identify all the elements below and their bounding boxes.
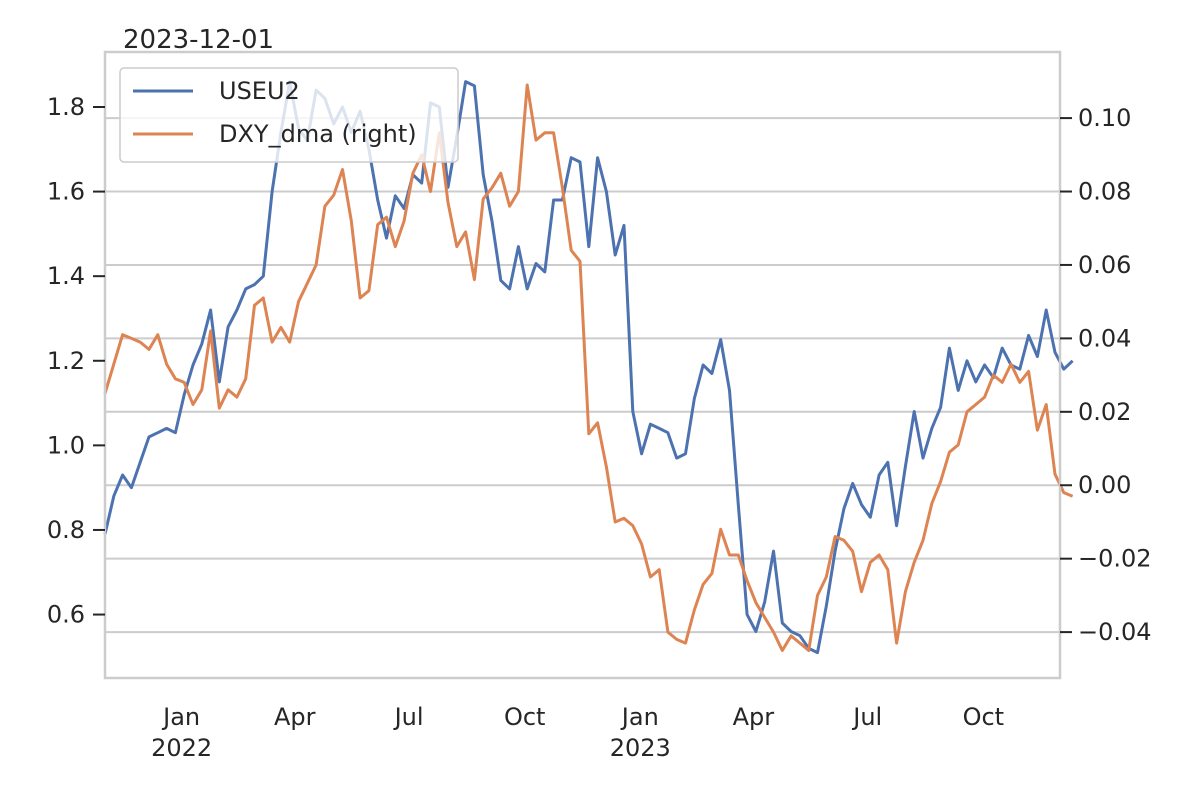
- left-tick-label: 0.6: [47, 601, 85, 629]
- x-tick-label: Oct: [504, 703, 546, 731]
- x-tick-label: Oct: [963, 703, 1005, 731]
- x-tick-label: Jul: [393, 703, 424, 731]
- left-tick-label: 1.6: [47, 178, 85, 206]
- right-tick-label: 0.02: [1078, 398, 1131, 426]
- right-tick-label: −0.04: [1078, 618, 1152, 646]
- x-tick-year-label: 2023: [610, 734, 671, 762]
- left-tick-label: 1.2: [47, 347, 85, 375]
- left-axis-ticks: 0.6 0.8 1.0 1.2 1.4 1.6 1.8: [47, 93, 105, 629]
- right-axis-ticks: −0.04 −0.02 0.00 0.02 0.04 0.06 0.08 0.10: [1060, 104, 1152, 646]
- plot-frame: [103, 50, 1062, 680]
- right-tick-label: 0.10: [1078, 104, 1131, 132]
- left-tick-label: 1.0: [47, 431, 85, 459]
- x-axis-ticks: Jan 2022 Apr Jul Oct Jan 2023 Apr Jul Oct: [151, 703, 1004, 762]
- right-tick-label: 0.08: [1078, 178, 1131, 206]
- x-tick-year-label: 2022: [151, 734, 212, 762]
- right-tick-label: 0.06: [1078, 251, 1131, 279]
- legend-box: [119, 67, 459, 163]
- right-tick-label: 0.00: [1078, 471, 1131, 499]
- chart-title: 2023-12-01: [123, 25, 274, 55]
- series-line-dxy-dma: [103, 83, 1074, 652]
- right-tick-label: −0.02: [1078, 545, 1152, 573]
- left-tick-label: 1.4: [47, 262, 85, 290]
- left-tick-label: 0.8: [47, 516, 85, 544]
- legend: USEU2 DXY_dma (right): [119, 67, 459, 163]
- x-tick-label: Apr: [733, 703, 775, 731]
- left-tick-label: 1.8: [47, 93, 85, 121]
- series-lines: [103, 80, 1074, 655]
- legend-label-dxy-dma: DXY_dma (right): [219, 120, 417, 148]
- legend-label-useu2: USEU2: [219, 77, 300, 105]
- x-tick-label: Apr: [274, 703, 316, 731]
- x-tick-label: Jan: [620, 703, 659, 731]
- series-line-useu2: [103, 80, 1074, 655]
- x-tick-label: Jan: [161, 703, 200, 731]
- right-tick-label: 0.04: [1078, 324, 1131, 352]
- x-tick-label: Jul: [851, 703, 882, 731]
